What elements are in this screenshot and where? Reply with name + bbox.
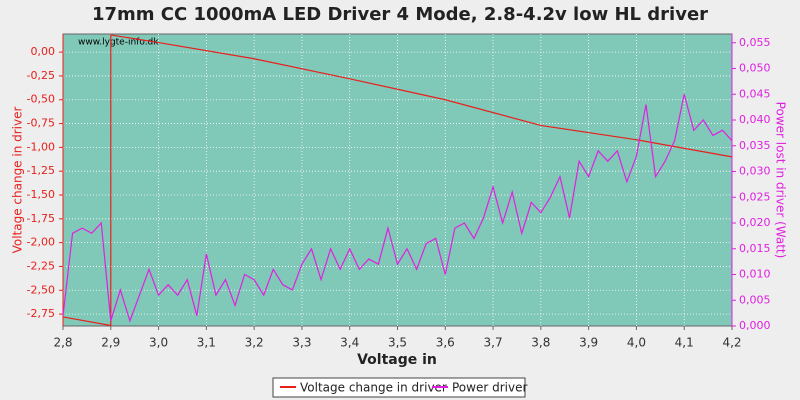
x-tick-label: 3,0: [149, 336, 168, 350]
x-tick-label: 3,5: [388, 336, 407, 350]
x-tick-label: 4,0: [627, 336, 646, 350]
x-tick-label: 3,2: [245, 336, 264, 350]
legend: [272, 377, 526, 398]
x-tick-label: 3,7: [484, 336, 503, 350]
y2-tick-label: 0,050: [739, 62, 771, 75]
x-tick-label: 3,9: [579, 336, 598, 350]
y-tick-label: -1,25: [27, 164, 55, 177]
y2-tick-label: 0,020: [739, 216, 771, 229]
y-tick-label: -2,00: [27, 236, 55, 249]
y2-tick-label: 0,025: [739, 190, 771, 203]
y-tick-label: -1,50: [27, 188, 55, 201]
x-axis-label: Voltage in: [357, 352, 437, 368]
y-tick-label: -2,50: [27, 283, 55, 296]
y2-tick-label: 0,000: [739, 319, 771, 332]
x-tick-label: 3,6: [436, 336, 455, 350]
y2-tick-label: 0,005: [739, 293, 771, 306]
y-tick-label: -2,75: [27, 307, 55, 320]
x-tick-label: 3,8: [531, 336, 550, 350]
y-tick-label: -1,75: [27, 212, 55, 225]
series-line: [62, 34, 733, 327]
y2-tick-label: 0,030: [739, 165, 771, 178]
y2-axis-label: Power lost in driver (Watt): [774, 102, 788, 259]
y-tick-label: -0,50: [27, 93, 55, 106]
y-tick-label: -1,00: [27, 140, 55, 153]
watermark: www.lygte-info.dk: [78, 38, 159, 48]
y-tick-label: -2,25: [27, 259, 55, 272]
chart-title: 17mm CC 1000mA LED Driver 4 Mode, 2.8-4.…: [92, 4, 708, 25]
y-tick-label: 0,00: [31, 45, 56, 58]
x-tick-label: 2,9: [101, 336, 120, 350]
x-tick-label: 3,4: [340, 336, 359, 350]
x-tick-label: 3,3: [292, 336, 311, 350]
series-line: [62, 94, 733, 323]
y-tick-label: -0,75: [27, 117, 55, 130]
y2-tick-label: 0,010: [739, 268, 771, 281]
y-axis-label: Voltage change in driver: [11, 107, 25, 254]
x-tick-label: 4,1: [675, 336, 694, 350]
y2-tick-label: 0,055: [739, 36, 771, 49]
x-tick-label: 4,2: [722, 336, 741, 350]
y2-tick-label: 0,035: [739, 139, 771, 152]
y2-tick-label: 0,040: [739, 113, 771, 126]
legend-label: Power driver: [452, 381, 527, 395]
y-tick-label: -0,25: [27, 69, 55, 82]
x-tick-label: 3,1: [197, 336, 216, 350]
y2-tick-label: 0,045: [739, 87, 771, 100]
y2-tick-label: 0,015: [739, 242, 771, 255]
x-tick-label: 2,8: [53, 336, 72, 350]
plot-area: [62, 33, 733, 327]
legend-label: Voltage change in driver: [300, 381, 447, 395]
